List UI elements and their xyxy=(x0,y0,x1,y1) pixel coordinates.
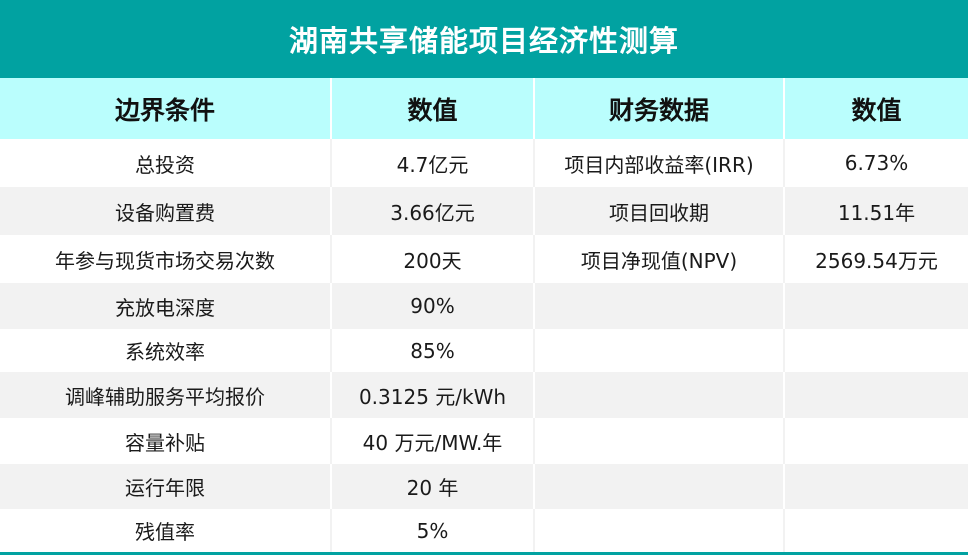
table-row: 运行年限 20 年 xyxy=(0,464,968,509)
condition-value: 4.7亿元 xyxy=(330,139,534,187)
condition-value: 3.66亿元 xyxy=(330,187,534,235)
finance-value xyxy=(783,372,968,418)
header-value: 数值 xyxy=(783,78,968,139)
finance-label: 项目内部收益率(IRR) xyxy=(533,139,784,187)
table-row: 残值率 5% xyxy=(0,509,968,552)
finance-label xyxy=(533,464,784,509)
finance-label xyxy=(533,372,784,418)
finance-value xyxy=(783,418,968,464)
finance-label xyxy=(533,329,784,372)
condition-value: 5% xyxy=(330,509,534,552)
condition-label: 容量补贴 xyxy=(0,418,331,464)
condition-value: 85% xyxy=(330,329,534,372)
condition-label: 调峰辅助服务平均报价 xyxy=(0,372,331,418)
condition-label: 充放电深度 xyxy=(0,283,331,329)
condition-value: 40 万元/MW.年 xyxy=(330,418,534,464)
finance-value: 6.73% xyxy=(783,139,968,187)
condition-label: 总投资 xyxy=(0,139,331,187)
table-row: 充放电深度 90% xyxy=(0,283,968,329)
table-row: 年参与现货市场交易次数 200天 项目净现值(NPV) 2569.54万元 xyxy=(0,235,968,283)
table-row: 容量补贴 40 万元/MW.年 xyxy=(0,418,968,464)
header-financial-data: 财务数据 xyxy=(533,78,784,139)
condition-value: 0.3125 元/kWh xyxy=(330,372,534,418)
table-row: 设备购置费 3.66亿元 项目回收期 11.51年 xyxy=(0,187,968,235)
finance-value xyxy=(783,283,968,329)
table-row: 系统效率 85% xyxy=(0,329,968,372)
economics-table: 边界条件 数值 财务数据 数值 总投资 4.7亿元 项目内部收益率(IRR) 6… xyxy=(0,78,968,552)
condition-value: 90% xyxy=(330,283,534,329)
header-row: 边界条件 数值 财务数据 数值 xyxy=(0,78,968,139)
condition-value: 200天 xyxy=(330,235,534,283)
header-value: 数值 xyxy=(330,78,534,139)
finance-value: 2569.54万元 xyxy=(783,235,968,283)
finance-label: 项目净现值(NPV) xyxy=(533,235,784,283)
table-row: 总投资 4.7亿元 项目内部收益率(IRR) 6.73% xyxy=(0,139,968,187)
table-row: 调峰辅助服务平均报价 0.3125 元/kWh xyxy=(0,372,968,418)
condition-label: 运行年限 xyxy=(0,464,331,509)
condition-label: 设备购置费 xyxy=(0,187,331,235)
table-title: 湖南共享储能项目经济性测算 xyxy=(0,0,968,78)
finance-value xyxy=(783,464,968,509)
finance-label xyxy=(533,509,784,552)
finance-label: 项目回收期 xyxy=(533,187,784,235)
finance-value: 11.51年 xyxy=(783,187,968,235)
bottom-border xyxy=(0,552,968,555)
finance-label xyxy=(533,283,784,329)
condition-label: 系统效率 xyxy=(0,329,331,372)
condition-value: 20 年 xyxy=(330,464,534,509)
finance-label xyxy=(533,418,784,464)
condition-label: 年参与现货市场交易次数 xyxy=(0,235,331,283)
finance-value xyxy=(783,329,968,372)
header-boundary-conditions: 边界条件 xyxy=(0,78,331,139)
condition-label: 残值率 xyxy=(0,509,331,552)
finance-value xyxy=(783,509,968,552)
